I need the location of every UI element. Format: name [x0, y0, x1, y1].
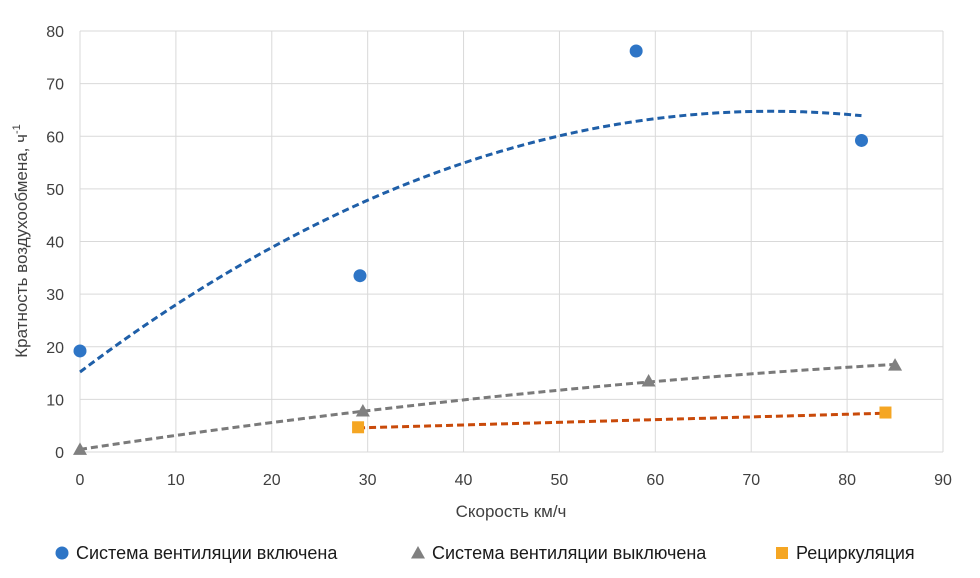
- trend-line: [358, 411, 886, 430]
- x-tick-label: 0: [76, 472, 85, 489]
- x-tick-label: 50: [551, 472, 569, 489]
- x-tick-label: 60: [646, 472, 664, 489]
- x-tick-label: 80: [838, 472, 856, 489]
- y-tick-label: 30: [46, 287, 64, 304]
- data-point-square: [352, 421, 365, 434]
- x-tick-label: 70: [742, 472, 760, 489]
- data-point-circle: [73, 344, 87, 358]
- y-tick-label: 40: [46, 235, 64, 252]
- y-tick-label: 50: [46, 182, 64, 199]
- legend-label: Рециркуляция: [796, 543, 915, 563]
- y-tick-label: 80: [46, 24, 64, 41]
- grid: [79, 30, 944, 453]
- data-points: [73, 44, 903, 455]
- y-tick-label: 20: [46, 340, 64, 357]
- x-tick-label: 20: [263, 472, 281, 489]
- y-axis-title: Кратность воздухообмена, ч-1: [11, 124, 31, 358]
- x-tick-label: 90: [934, 472, 952, 489]
- data-point-circle: [353, 269, 367, 283]
- data-point-triangle: [888, 358, 903, 371]
- x-tick-label: 40: [455, 472, 473, 489]
- legend: Система вентиляции включена Система венти…: [55, 543, 915, 563]
- y-tick-labels: 0 10 20 30 40 50 60 70 80: [46, 24, 64, 462]
- y-axis-title-main: Кратность воздухообмена, ч: [12, 134, 31, 358]
- data-point-triangle: [641, 373, 656, 387]
- data-point-triangle: [355, 403, 370, 417]
- legend-label: Система вентиляции выключена: [432, 543, 707, 563]
- y-tick-label: 60: [46, 129, 64, 146]
- x-axis-title: Скорость км/ч: [456, 502, 567, 521]
- data-point-circle: [854, 133, 868, 147]
- legend-label: Система вентиляции включена: [76, 543, 338, 563]
- trend-lines: [79, 109, 896, 451]
- legend-marker-triangle: [411, 546, 425, 559]
- trend-line: [79, 109, 862, 374]
- trend-line: [79, 362, 896, 451]
- data-point-circle: [629, 44, 643, 58]
- legend-marker-circle: [55, 546, 69, 560]
- y-axis-title-superscript: -1: [11, 124, 23, 134]
- x-tick-label: 10: [167, 472, 185, 489]
- y-tick-label: 70: [46, 77, 64, 94]
- data-point-triangle: [73, 442, 87, 455]
- y-tick-label: 10: [46, 392, 64, 409]
- x-tick-labels: 0 10 20 30 40 50 60 70 80 90: [76, 472, 952, 489]
- data-point-square: [879, 406, 892, 419]
- y-tick-label: 0: [55, 445, 64, 462]
- x-tick-label: 30: [359, 472, 377, 489]
- legend-marker-square: [776, 547, 788, 559]
